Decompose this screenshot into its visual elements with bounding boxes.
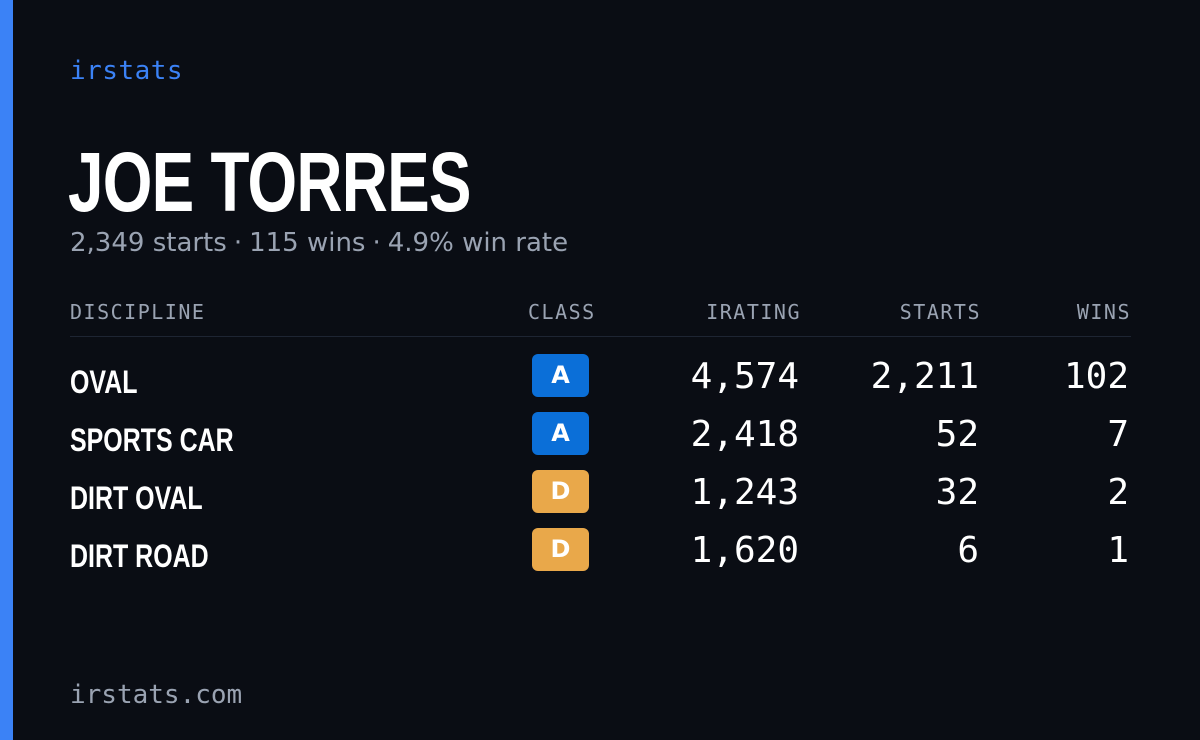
- header-starts: STARTS: [899, 300, 981, 324]
- header-irating: IRATING: [706, 300, 801, 324]
- table-row: DIRT ROAD D 1,620 6 1: [70, 528, 1131, 586]
- table-header: DISCIPLINE CLASS IRATING STARTS WINS: [70, 296, 1131, 337]
- license-class-badge: A: [532, 412, 589, 455]
- license-class-badge: D: [532, 528, 589, 571]
- irating-value: 4,574: [690, 356, 799, 397]
- header-discipline: DISCIPLINE: [70, 300, 206, 324]
- header-class: CLASS: [528, 300, 596, 324]
- table-row: OVAL A 4,574 2,211 102: [70, 354, 1131, 412]
- header-wins: WINS: [1076, 300, 1131, 324]
- license-class-badge: A: [532, 354, 589, 397]
- starts-value: 52: [935, 414, 979, 455]
- total-wins: 115 wins: [249, 228, 366, 258]
- separator-dot: ·: [372, 228, 381, 258]
- discipline-name: SPORTS CAR: [70, 422, 234, 458]
- wins-value: 102: [1063, 356, 1129, 397]
- discipline-table: DISCIPLINE CLASS IRATING STARTS WINS OVA…: [70, 296, 1131, 586]
- separator-dot: ·: [233, 228, 243, 258]
- starts-value: 2,211: [870, 356, 979, 397]
- irating-value: 1,243: [690, 472, 799, 513]
- wins-value: 2: [1107, 472, 1129, 513]
- table-body: OVAL A 4,574 2,211 102 SPORTS CAR A 2,41…: [70, 337, 1131, 586]
- discipline-name: DIRT OVAL: [70, 480, 203, 516]
- starts-value: 32: [935, 472, 979, 513]
- site-url[interactable]: irstats.com: [70, 680, 243, 710]
- table-row: SPORTS CAR A 2,418 52 7: [70, 412, 1131, 470]
- discipline-name: OVAL: [70, 364, 138, 400]
- starts-value: 6: [957, 530, 979, 571]
- accent-bar: [0, 0, 13, 740]
- table-row: DIRT OVAL D 1,243 32 2: [70, 470, 1131, 528]
- irating-value: 1,620: [690, 530, 799, 571]
- brand-logo-text[interactable]: irstats: [70, 56, 184, 86]
- wins-value: 1: [1107, 530, 1129, 571]
- discipline-name: DIRT ROAD: [70, 538, 209, 574]
- license-class-badge: D: [532, 470, 589, 513]
- wins-value: 7: [1107, 414, 1129, 455]
- irating-value: 2,418: [690, 414, 799, 455]
- win-rate: 4.9% win rate: [387, 228, 569, 258]
- total-starts: 2,349 starts: [70, 228, 227, 258]
- driver-name: JOE TORRES: [68, 135, 472, 229]
- career-summary: 2,349 starts · 115 wins · 4.9% win rate: [70, 228, 568, 258]
